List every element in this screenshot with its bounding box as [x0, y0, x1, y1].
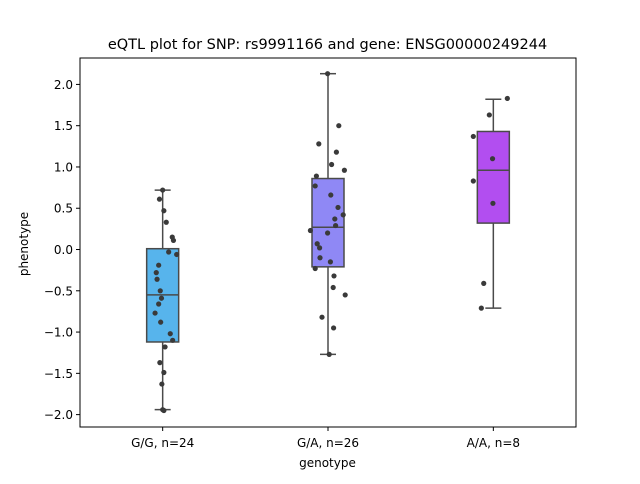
data-point — [153, 270, 159, 276]
data-point — [157, 360, 163, 366]
data-point — [330, 284, 336, 291]
y-tick-label: −1.0 — [44, 326, 73, 340]
plot-frame — [79, 57, 577, 428]
data-point — [329, 161, 335, 168]
data-point — [313, 173, 319, 179]
y-tick-label: 1.5 — [54, 119, 73, 133]
data-point — [166, 249, 172, 255]
plot-area: G/G, n=24 G/A, n=26 A/A, n=8 −2.0 −1.5 −1.0 −0… — [44, 57, 577, 450]
y-tick-label: 1.0 — [54, 160, 73, 174]
data-point — [327, 259, 333, 265]
x-tick-label: A/A, n=8 — [467, 436, 520, 450]
data-point — [317, 255, 323, 261]
y-tick-label: 0.0 — [54, 243, 73, 257]
data-point — [325, 71, 331, 77]
data-point — [174, 251, 180, 258]
data-point — [470, 178, 476, 184]
data-point — [340, 212, 346, 218]
x-tick-label: G/G, n=24 — [131, 436, 194, 450]
data-point — [167, 331, 173, 337]
data-point — [161, 407, 167, 414]
data-point — [326, 351, 332, 357]
data-point — [157, 288, 163, 294]
data-point — [170, 337, 176, 343]
data-point — [156, 301, 162, 307]
data-point — [312, 265, 318, 272]
y-tick-label: −2.0 — [44, 408, 73, 422]
data-point — [158, 319, 164, 325]
data-point — [342, 292, 348, 298]
box-1 — [311, 177, 345, 268]
data-point — [478, 305, 484, 311]
y-axis-label: phenotype — [17, 212, 31, 276]
data-point — [170, 237, 177, 244]
data-point — [154, 276, 160, 282]
data-point — [314, 241, 320, 247]
data-point — [317, 245, 323, 251]
data-point — [486, 112, 492, 118]
data-point — [156, 262, 162, 268]
chart-title: eQTL plot for SNP: rs9991166 and gene: E… — [108, 37, 547, 53]
data-point — [490, 200, 496, 206]
data-point — [156, 196, 163, 202]
y-tick-label: −0.5 — [44, 284, 73, 298]
x-tick-label: G/A, n=26 — [297, 436, 359, 450]
data-point — [319, 314, 325, 320]
y-tick-label: 0.5 — [54, 202, 73, 216]
data-point — [331, 273, 337, 279]
data-point — [162, 344, 168, 350]
data-point — [158, 295, 165, 301]
data-point — [336, 123, 342, 129]
data-point — [161, 208, 167, 214]
data-point — [152, 310, 158, 316]
y-tick-label: −1.5 — [44, 367, 73, 381]
data-point — [335, 204, 341, 211]
x-axis-label: genotype — [299, 456, 356, 470]
data-point — [333, 149, 339, 155]
data-point — [504, 95, 510, 102]
data-point — [328, 192, 334, 198]
data-point — [161, 369, 167, 376]
data-point — [332, 216, 338, 222]
data-point — [159, 381, 165, 387]
y-tick-label: 2.0 — [54, 78, 73, 92]
data-point — [470, 133, 476, 140]
data-point — [341, 167, 347, 173]
data-point — [307, 227, 313, 234]
data-point — [312, 183, 318, 189]
data-point — [489, 156, 496, 162]
data-point — [325, 230, 331, 236]
data-point — [333, 222, 339, 229]
data-point — [481, 280, 487, 286]
data-point — [316, 141, 322, 147]
data-point — [331, 325, 337, 331]
box-2 — [476, 130, 511, 224]
data-point — [160, 187, 166, 193]
data-point — [163, 219, 169, 225]
